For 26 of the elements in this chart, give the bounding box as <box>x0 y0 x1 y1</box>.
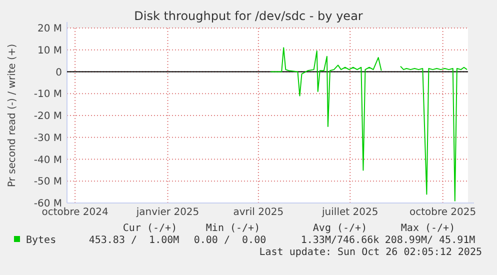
text: 208.99M/ 45.91M <box>384 235 476 246</box>
text: Avg (-/+) <box>312 223 368 234</box>
text: 1.33M/746.66k <box>300 235 380 246</box>
text: 453.83 / 1.00M <box>88 235 180 246</box>
y-tick-label: -60 M <box>34 198 62 210</box>
y-tick-label: 0 <box>56 67 62 78</box>
text: Max (-/+) <box>400 223 456 234</box>
y-tick-label: 20 M <box>37 24 62 34</box>
y-tick-label: -30 M <box>34 132 62 144</box>
x-tick-label: juillet 2025 <box>321 207 378 218</box>
x-tick-label: octobre 2024 <box>42 207 108 218</box>
y-tick-label: -10 M <box>34 89 62 100</box>
text: Cur (-/+) <box>122 223 178 234</box>
y-axis-title: Pr second read (-) / write (+) <box>7 44 18 188</box>
y-tick-label: -40 M <box>34 154 62 166</box>
text: Last update: Sun Oct 26 02:05:12 2025 <box>259 247 482 258</box>
text: 0.00 / 0.00 <box>194 235 266 246</box>
y-tick-label: 10 M <box>37 45 62 56</box>
chart-title: Disk throughput for /dev/sdc - by year <box>134 9 363 23</box>
x-tick-label: janvier 2025 <box>135 207 200 218</box>
legend-label: Bytes <box>26 235 56 246</box>
x-tick-label: avril 2025 <box>233 207 284 218</box>
y-tick-label: -20 M <box>34 111 62 122</box>
y-tick-label: -50 M <box>34 176 62 188</box>
x-tick-label: octobre 2025 <box>409 207 476 218</box>
text: Min (-/+) <box>206 223 260 234</box>
